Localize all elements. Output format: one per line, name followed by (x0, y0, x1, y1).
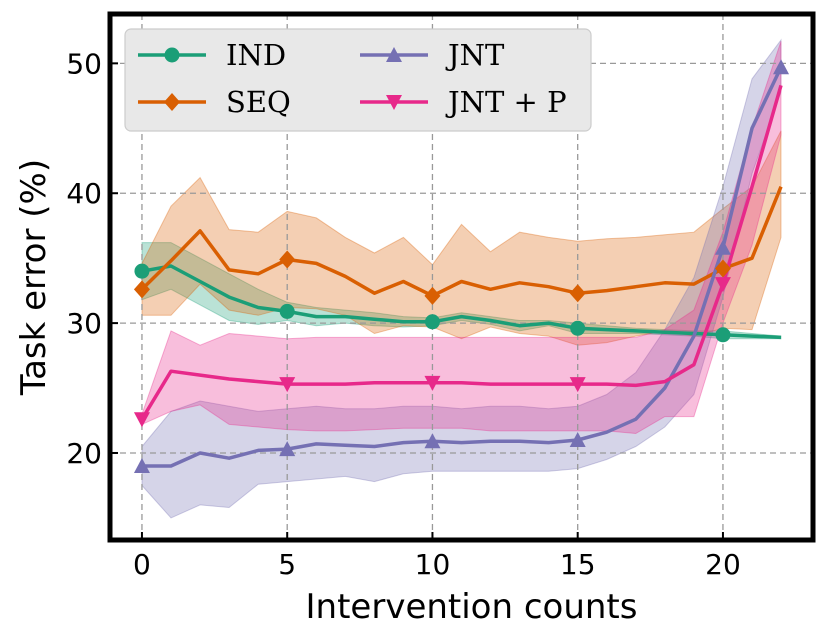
jnt-line (142, 66, 783, 468)
jnt-point (424, 433, 441, 449)
jnt-point (714, 239, 731, 255)
x-tick-label: 10 (415, 548, 451, 581)
ind-point (715, 327, 731, 343)
ind-point (134, 263, 150, 279)
legend-item-jnt: JNT (360, 38, 505, 72)
seq-line (140, 186, 783, 298)
jnt-point (133, 457, 150, 473)
y-tick-label: 30 (66, 307, 102, 340)
jnt-p-point (424, 375, 441, 391)
ind-point (570, 320, 586, 336)
jnt-p-point (133, 412, 150, 428)
jnt-p-band (141, 41, 782, 435)
ind-point (279, 303, 295, 319)
x-axis-label: Intervention counts (306, 587, 638, 627)
jnt-p-point (279, 377, 296, 393)
legend-label: IND (226, 38, 286, 72)
jnt-point (773, 59, 790, 75)
seq-point (569, 284, 586, 303)
jnt-point (279, 441, 296, 457)
legend-marker (164, 47, 180, 63)
x-tick-label: 0 (133, 548, 151, 581)
legend-item-jnt-p: JNT + P (360, 85, 567, 119)
jnt-p-point (569, 377, 586, 393)
x-tick-label: 20 (705, 548, 741, 581)
legend-label: SEQ (226, 85, 291, 119)
y-tick-label: 50 (66, 47, 102, 80)
jnt-point (569, 431, 586, 447)
legend-box (124, 28, 592, 132)
x-tick-label: 15 (560, 548, 596, 581)
plot-frame (107, 11, 816, 543)
legend-marker (386, 95, 402, 110)
legend-item-seq: SEQ (138, 85, 291, 119)
series-markers (133, 59, 790, 473)
x-tick-label: 5 (278, 548, 296, 581)
y-tick-label: 40 (66, 177, 102, 210)
seq-band (141, 130, 782, 346)
legend-item-ind: IND (138, 38, 286, 72)
jnt-band (141, 38, 782, 519)
y-axis-label: Task error (%) (14, 159, 54, 396)
ind-line (141, 264, 782, 340)
seq-point (279, 250, 296, 269)
axis-ticks: 0 5 10 15 20 20 30 40 50 (66, 47, 740, 581)
legend-marker (164, 93, 180, 111)
ind-point (424, 314, 440, 330)
seq-point (133, 280, 150, 299)
seq-point (714, 259, 731, 278)
seq-point (424, 286, 441, 305)
legend-label: JNT (445, 38, 505, 72)
y-tick-label: 20 (66, 437, 102, 470)
jnt-p-point (714, 277, 731, 293)
jnt-p-line (140, 84, 783, 421)
legend: IND SEQ JNT JNT + P (124, 28, 592, 132)
legend-marker (386, 47, 402, 62)
series-lines (140, 66, 783, 468)
legend-label: JNT + P (445, 85, 567, 119)
